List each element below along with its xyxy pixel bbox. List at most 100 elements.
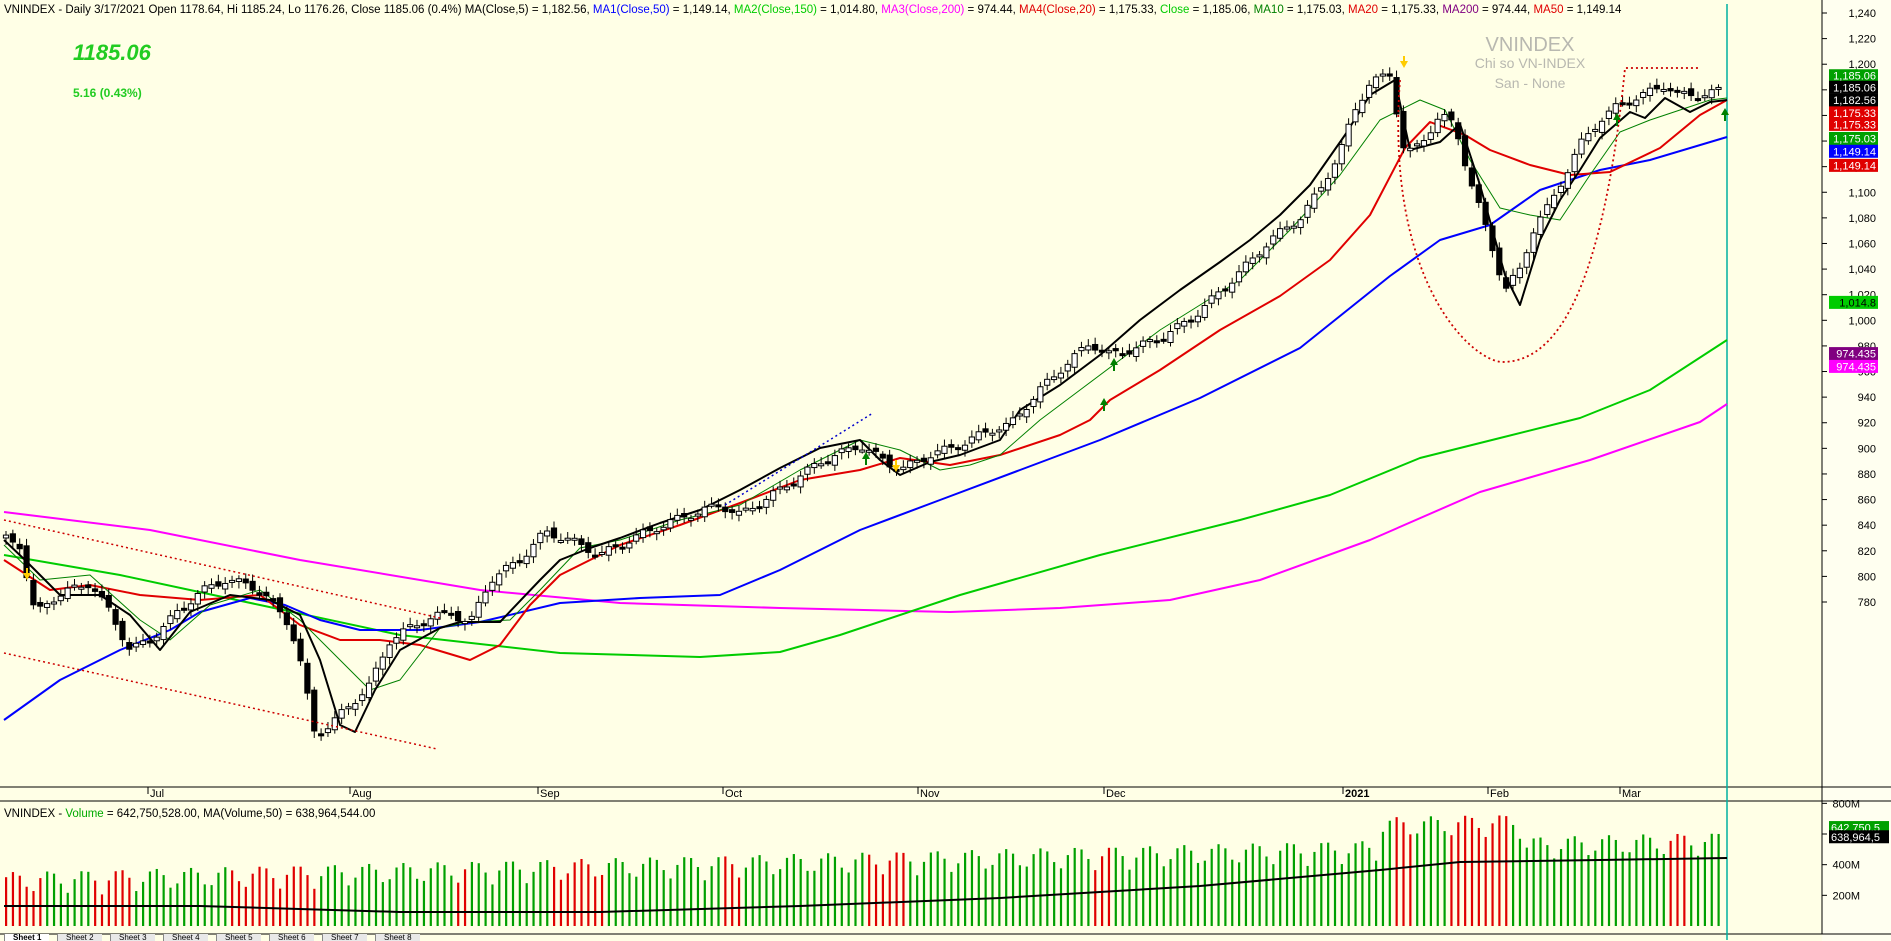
- chart-header: VNINDEX - Daily 3/17/2021 Open 1178.64, …: [4, 4, 1622, 16]
- volume-bar: [1128, 869, 1131, 926]
- candlestick: [181, 601, 188, 614]
- candlestick: [1256, 250, 1263, 263]
- volume-bar: [1251, 843, 1254, 926]
- sheet-tab[interactable]: Sheet 6: [269, 934, 314, 941]
- candlestick: [1167, 324, 1174, 347]
- volume-bar: [381, 882, 384, 926]
- volume-bar: [751, 857, 754, 926]
- candlestick: [105, 588, 112, 612]
- candlestick: [242, 573, 249, 589]
- volume-bar: [292, 866, 295, 926]
- candlestick: [1119, 347, 1126, 359]
- price-tick-label: 1,000: [1848, 315, 1876, 327]
- candlestick: [1366, 80, 1373, 104]
- sheet-tab[interactable]: Sheet 7: [322, 934, 367, 941]
- price-tick-label: 940: [1858, 392, 1876, 404]
- candlestick: [304, 658, 311, 700]
- volume-bar: [998, 853, 1001, 926]
- candlestick: [968, 430, 975, 448]
- volume-bar: [1669, 840, 1672, 926]
- volume-bar: [1498, 815, 1501, 926]
- price-tick-label: 1,040: [1848, 264, 1876, 276]
- volume-bar: [299, 866, 302, 926]
- volume-bar: [272, 878, 275, 926]
- volume-bar: [957, 863, 960, 926]
- indicator-item: = 1,149.14,: [670, 4, 731, 16]
- candlestick: [352, 699, 359, 717]
- indicator-item: = 1,175.33,: [1096, 4, 1157, 16]
- watermark-text: Chi so VN-INDEX: [1475, 55, 1586, 71]
- candlestick: [961, 440, 969, 457]
- candlestick: [64, 581, 71, 602]
- candlestick: [715, 498, 722, 512]
- price-tick-label: 900: [1858, 443, 1876, 455]
- volume-bar: [1505, 816, 1508, 926]
- volume-bar: [840, 867, 843, 926]
- candlestick: [30, 573, 37, 610]
- candlestick: [393, 632, 400, 650]
- candlestick: [907, 454, 914, 474]
- candlestick: [146, 634, 153, 648]
- sheet-tab[interactable]: Sheet 5: [216, 934, 261, 941]
- candlestick: [1674, 86, 1681, 98]
- candlestick: [872, 443, 880, 458]
- candlestick: [1701, 89, 1708, 102]
- volume-bar: [902, 852, 905, 926]
- candlestick: [427, 614, 434, 633]
- buy-arrow-icon: [1613, 113, 1621, 126]
- price-badge: [1829, 106, 1878, 120]
- volume-bar: [368, 863, 371, 926]
- candlestick: [1050, 369, 1058, 383]
- volume-bar: [1142, 847, 1145, 926]
- candlestick: [996, 426, 1003, 439]
- volume-bar: [1436, 820, 1439, 926]
- volume-bar: [183, 871, 186, 926]
- candlestick: [667, 512, 674, 533]
- volume-bar: [1422, 821, 1426, 926]
- volume-bar: [155, 868, 158, 926]
- candlestick: [612, 541, 619, 554]
- candlestick: [16, 538, 23, 555]
- sheet-tab[interactable]: Sheet 3: [110, 934, 155, 941]
- candlestick: [653, 528, 660, 541]
- volume-bar: [107, 880, 110, 926]
- volume-bar: [32, 891, 35, 926]
- volume-bar: [1649, 837, 1652, 926]
- channel-lower-line: [3, 652, 438, 750]
- volume-bar: [279, 888, 282, 926]
- volume-bar: [231, 870, 234, 926]
- indicator-item: MA(Close,5) = 1,182.56,: [462, 4, 590, 16]
- volume-bar: [347, 885, 350, 926]
- candlestick: [119, 618, 126, 647]
- volume-bar: [1155, 853, 1158, 926]
- candlestick: [989, 428, 996, 442]
- candlestick: [1201, 298, 1208, 321]
- candlestick: [674, 508, 681, 525]
- volume-bar: [463, 869, 467, 926]
- buy-arrow-icon: [862, 452, 870, 465]
- candlestick: [1585, 126, 1592, 145]
- sheet-tab[interactable]: Sheet 2: [57, 934, 102, 941]
- volume-bar: [73, 879, 76, 926]
- volume-bar: [1148, 846, 1152, 926]
- price-tick-label: 820: [1858, 546, 1876, 558]
- candlestick: [852, 439, 859, 456]
- candlestick: [1400, 105, 1407, 154]
- volume-bar: [635, 876, 638, 926]
- volume-bar: [80, 871, 83, 926]
- candlestick: [763, 495, 770, 515]
- volume-bar: [587, 864, 590, 926]
- sheet-tab[interactable]: Sheet 8: [375, 934, 420, 941]
- volume-bar: [429, 868, 432, 926]
- sheet-tab[interactable]: Sheet 1: [4, 934, 50, 941]
- watermark-text: San - None: [1495, 75, 1566, 91]
- volume-bar: [1066, 855, 1069, 926]
- sheet-tabs: Sheet 1 Sheet 2 Sheet 3 Sheet 4 Sheet 5 Sheet…: [0, 934, 600, 941]
- candlestick: [468, 611, 475, 626]
- volume-badge-label: 638,964,5: [1831, 832, 1880, 844]
- candlestick: [681, 507, 688, 524]
- candlestick: [283, 606, 290, 630]
- candlestick: [1564, 169, 1571, 196]
- sheet-tab[interactable]: Sheet 4: [163, 934, 208, 941]
